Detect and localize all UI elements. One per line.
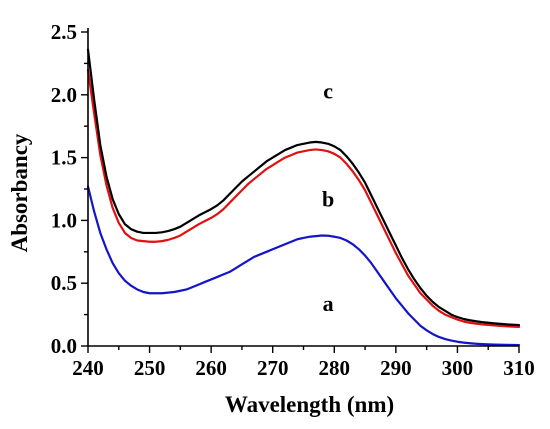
- x-tick-label: 290: [380, 356, 412, 380]
- curve-label-c: c: [323, 79, 333, 104]
- y-tick-label: 2.5: [51, 20, 77, 44]
- series-line-c: [86, 48, 521, 327]
- x-tick-label: 240: [72, 356, 104, 380]
- x-axis-title: Wavelength (nm): [225, 392, 394, 417]
- y-tick-label: 0.0: [51, 334, 77, 358]
- x-tick-label: 260: [195, 356, 227, 380]
- x-tick-labels: 240 250 260 270 280 290 300 310: [72, 356, 535, 380]
- y-tick-labels: 0.0 0.5 1.0 1.5 2.0 2.5: [51, 20, 77, 358]
- curve-labels: c b a: [322, 79, 334, 316]
- y-axis-title: Absorbancy: [7, 133, 32, 252]
- series-line-a: [86, 185, 521, 347]
- y-tick-label: 2.0: [51, 83, 77, 107]
- axis-ticks: [81, 31, 520, 353]
- x-tick-label: 250: [134, 356, 166, 380]
- y-tick-label: 1.0: [51, 208, 77, 232]
- x-tick-label: 310: [503, 356, 535, 380]
- y-tick-label: 0.5: [51, 271, 77, 295]
- x-tick-label: 280: [319, 356, 351, 380]
- x-tick-label: 270: [257, 356, 289, 380]
- y-tick-label: 1.5: [51, 146, 77, 170]
- x-tick-label: 300: [442, 356, 474, 380]
- series-line-b: [86, 68, 521, 329]
- series-lines: [86, 48, 521, 347]
- curve-label-a: a: [323, 291, 334, 316]
- curve-label-b: b: [322, 187, 334, 212]
